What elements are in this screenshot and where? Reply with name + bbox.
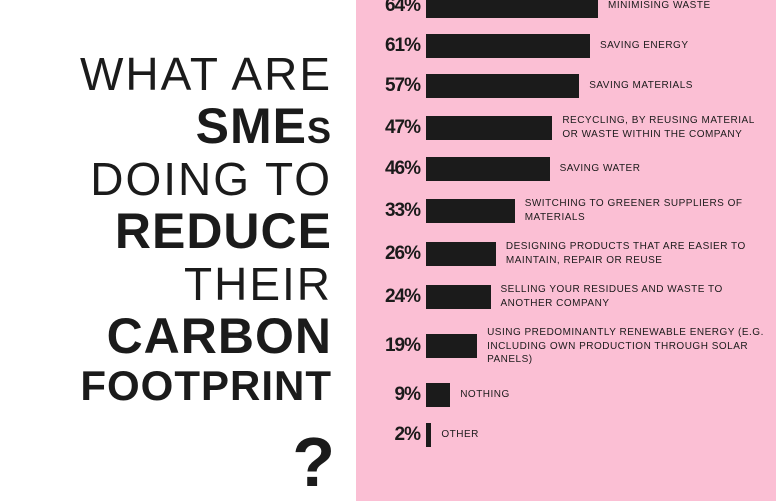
bar bbox=[426, 0, 598, 18]
percent-label: 33% bbox=[356, 200, 426, 222]
title-line-1: WHAT ARE bbox=[80, 50, 332, 98]
question-mark-icon: ? bbox=[292, 422, 332, 502]
bar-label: SAVING WATER bbox=[550, 162, 764, 176]
chart-row: 57% SAVING MATERIALS bbox=[356, 74, 764, 98]
title-line-4: REDUCE bbox=[115, 205, 332, 258]
percent-label: 46% bbox=[356, 158, 426, 180]
bar bbox=[426, 116, 552, 140]
bar-label: RECYCLING, BY REUSING MATERIAL OR WASTE … bbox=[552, 114, 764, 141]
chart-panel: 64% MINIMISING WASTE 61% SAVING ENERGY 57% SA… bbox=[356, 0, 776, 501]
title-line-2: SMES bbox=[196, 100, 332, 153]
title-line-3: DOING TO bbox=[90, 155, 332, 203]
percent-label: 19% bbox=[356, 335, 426, 357]
bar-label: USING PREDOMINANTLY RENEWABLE ENERGY (E.… bbox=[477, 326, 764, 367]
bar bbox=[426, 285, 491, 309]
percent-label: 24% bbox=[356, 286, 426, 308]
chart-row: 9% NOTHING bbox=[356, 383, 764, 407]
title-line-5: THEIR bbox=[184, 260, 332, 308]
chart-row: 26% DESIGNING PRODUCTS THAT ARE EASIER TO… bbox=[356, 240, 764, 267]
title-sme: SME bbox=[196, 98, 307, 154]
chart-row: 61% SAVING ENERGY bbox=[356, 34, 764, 58]
chart-row: 24% SELLING YOUR RESIDUES AND WASTE TO AN… bbox=[356, 283, 764, 310]
percent-label: 26% bbox=[356, 243, 426, 265]
title-line-7: FOOTPRINT bbox=[80, 364, 332, 408]
chart-row: 19% USING PREDOMINANTLY RENEWABLE ENERGY … bbox=[356, 326, 764, 367]
title-panel: WHAT ARE SMES DOING TO REDUCE THEIR CARB… bbox=[0, 0, 356, 501]
bar bbox=[426, 74, 579, 98]
bar-label: SAVING ENERGY bbox=[590, 39, 764, 53]
chart-row: 2% OTHER bbox=[356, 423, 764, 447]
bar-label: SAVING MATERIALS bbox=[579, 79, 764, 93]
bar-label: MINIMISING WASTE bbox=[598, 0, 764, 13]
bar bbox=[426, 34, 590, 58]
percent-label: 64% bbox=[356, 0, 426, 17]
bar bbox=[426, 199, 515, 223]
bar bbox=[426, 383, 450, 407]
chart-row: 47% RECYCLING, BY REUSING MATERIAL OR WAS… bbox=[356, 114, 764, 141]
bar-label: DESIGNING PRODUCTS THAT ARE EASIER TO MA… bbox=[496, 240, 764, 267]
chart-row: 46% SAVING WATER bbox=[356, 157, 764, 181]
title-line-6: CARBON bbox=[107, 310, 332, 363]
chart-row: 64% MINIMISING WASTE bbox=[356, 0, 764, 18]
bar-label: NOTHING bbox=[450, 388, 764, 402]
percent-label: 2% bbox=[356, 424, 426, 446]
bar-label: SWITCHING TO GREENER SUPPLIERS OF MATERI… bbox=[515, 197, 764, 224]
percent-label: 9% bbox=[356, 384, 426, 406]
bar bbox=[426, 157, 550, 181]
bar-label: OTHER bbox=[431, 428, 764, 442]
chart-row: 33% SWITCHING TO GREENER SUPPLIERS OF MAT… bbox=[356, 197, 764, 224]
bar bbox=[426, 242, 496, 266]
percent-label: 47% bbox=[356, 117, 426, 139]
percent-label: 61% bbox=[356, 35, 426, 57]
percent-label: 57% bbox=[356, 75, 426, 97]
bar bbox=[426, 334, 477, 358]
bar-label: SELLING YOUR RESIDUES AND WASTE TO ANOTH… bbox=[491, 283, 765, 310]
title-sme-s: S bbox=[307, 110, 332, 151]
